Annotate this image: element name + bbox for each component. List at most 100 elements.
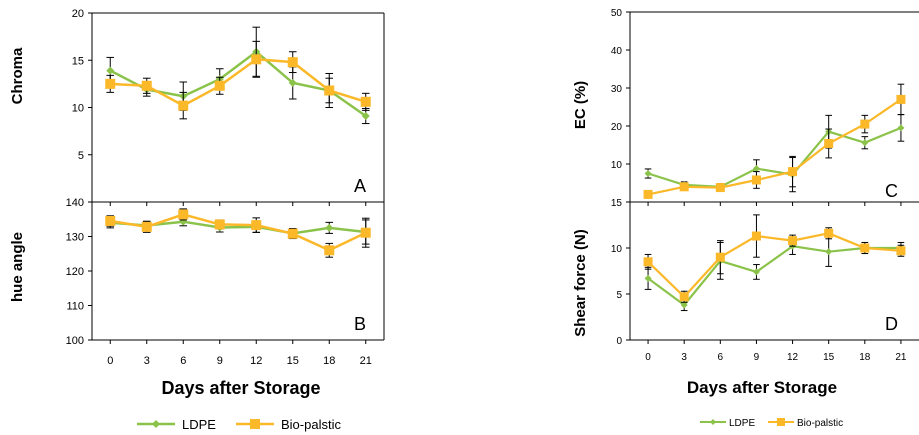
chart-a-bio-point bbox=[141, 80, 152, 91]
panel-label-c: C bbox=[885, 181, 898, 201]
chart-b-bio-point bbox=[178, 209, 189, 220]
chart-a-ytick-label: 10 bbox=[72, 103, 84, 115]
chart-c-bio-point bbox=[824, 138, 834, 148]
chart-b-xtick-label: 12 bbox=[250, 355, 262, 367]
chart-d-xtick-label: 9 bbox=[754, 352, 760, 363]
chart-a-bio-point bbox=[214, 80, 225, 91]
chart-d-ytick-label: 0 bbox=[616, 336, 622, 347]
chart-a-ytick-label: 20 bbox=[72, 8, 84, 20]
chart-d-ldpe-point bbox=[825, 248, 833, 256]
chart-d-bio-line bbox=[647, 232, 901, 299]
chart-c-ldpe-point bbox=[752, 165, 760, 173]
chart-a-ylabel: Chroma bbox=[9, 47, 26, 104]
chart-b-bio-point bbox=[141, 221, 152, 232]
chart-d-xtick-label: 12 bbox=[787, 352, 799, 363]
chart-b-xtick-label: 9 bbox=[217, 355, 223, 367]
chart-b-bio-point bbox=[360, 227, 371, 238]
chart-d-bio-point bbox=[860, 243, 870, 253]
chart-c-ytick-label: 20 bbox=[611, 122, 623, 133]
chart-a-ytick-label: 15 bbox=[72, 55, 84, 67]
chart-c-ldpe-point bbox=[644, 170, 652, 177]
chart-c-ytick-label: 40 bbox=[611, 46, 623, 57]
legend-label-ldpe: LDPE bbox=[729, 418, 755, 429]
chart-b-bio-point bbox=[105, 215, 116, 226]
right-legend: LDPE Bio-palstic bbox=[700, 418, 843, 429]
chart-d-bio-point bbox=[643, 257, 653, 267]
chart-c-bio-point bbox=[788, 167, 798, 177]
chart-b-ytick-label: 100 bbox=[66, 335, 84, 347]
chart-a-bio-point bbox=[251, 54, 262, 65]
chart-c-ylabel: EC (%) bbox=[572, 81, 589, 129]
panel-label-b: B bbox=[354, 314, 366, 334]
chart-d-bio-point bbox=[715, 252, 725, 262]
chart-d-ldpe-point bbox=[680, 301, 688, 309]
chart-a-ytick-label: 5 bbox=[78, 150, 84, 162]
chart-a-bio-point bbox=[360, 96, 371, 107]
chart-a-ldpe-line bbox=[109, 50, 367, 118]
chart-c-ytick-label: 30 bbox=[611, 84, 623, 95]
chart-d-ldpe-point bbox=[644, 274, 652, 282]
diamond-marker-icon bbox=[152, 420, 160, 428]
chart-c-ldpe-point bbox=[897, 124, 905, 132]
chart-d-bio-point bbox=[751, 231, 761, 241]
chart-b-xtick-label: 18 bbox=[323, 355, 335, 367]
chart-c-bio-point bbox=[860, 119, 870, 129]
chart-d-ytick-label: 10 bbox=[611, 244, 623, 255]
chart-c-bio-point bbox=[679, 182, 689, 192]
chart-d-bio-point bbox=[679, 292, 689, 302]
chart-d-bio-point bbox=[824, 228, 834, 238]
left-xlabel: Days after Storage bbox=[161, 378, 320, 398]
chart-b-xtick-label: 0 bbox=[107, 355, 113, 367]
legend-label-ldpe: LDPE bbox=[182, 417, 216, 432]
chart-c-bio-line bbox=[647, 98, 902, 196]
chart-a-bio-line bbox=[110, 58, 367, 108]
chart-d-ytick-label: 5 bbox=[616, 290, 622, 301]
chart-a-bio-point bbox=[287, 57, 298, 68]
chart-b-ytick-label: 120 bbox=[66, 266, 84, 278]
chart-a-ldpe-point bbox=[361, 112, 370, 121]
chart-d-ytick-label: 15 bbox=[611, 198, 623, 209]
chart-c-ldpe-line bbox=[647, 126, 902, 188]
chart-c-ldpe-point bbox=[861, 139, 869, 147]
chart-c-bio-point bbox=[751, 175, 761, 185]
legend-label-bio: Bio-palstic bbox=[797, 418, 843, 429]
chart-b-ytick-label: 110 bbox=[66, 301, 84, 313]
left-legend: LDPE Bio-palstic bbox=[137, 417, 341, 432]
chart-c-ytick-label: 10 bbox=[611, 160, 623, 171]
chart-d-bio-point bbox=[896, 246, 906, 256]
chart-d-bio-point bbox=[788, 236, 798, 246]
chart-a-bio-point bbox=[324, 85, 335, 96]
chart-a-bio-point bbox=[178, 100, 189, 111]
chart-b-xtick-label: 15 bbox=[287, 355, 299, 367]
chart-b-ytick-label: 130 bbox=[66, 232, 84, 244]
chart-d-xtick-label: 6 bbox=[718, 352, 724, 363]
left-legend-bio: Bio-palstic bbox=[236, 417, 341, 432]
panel-label-d: D bbox=[885, 314, 898, 334]
panel-label-a: A bbox=[354, 176, 366, 196]
chart-b-bio-point bbox=[324, 245, 335, 256]
chart-b-xtick-label: 3 bbox=[144, 355, 150, 367]
chart-d-ldpe-line bbox=[647, 245, 901, 307]
legend-label-bio: Bio-palstic bbox=[281, 417, 341, 432]
square-marker-icon bbox=[250, 419, 260, 429]
chart-d-ylabel: Shear force (N) bbox=[572, 229, 589, 337]
chart-a-ldpe-point bbox=[106, 66, 115, 75]
chart-b-bio-point bbox=[287, 228, 298, 239]
chart-b-ylabel: hue angle bbox=[9, 232, 26, 302]
right-xlabel: Days after Storage bbox=[687, 378, 837, 397]
chart-b-ytick-label: 140 bbox=[66, 197, 84, 209]
chart-d-ldpe-point bbox=[752, 268, 760, 276]
right-legend-bio: Bio-palstic bbox=[768, 418, 843, 429]
chart-b-bio-point bbox=[251, 220, 262, 231]
chart-b-ldpe-point bbox=[325, 223, 334, 232]
chart-c-bio-point bbox=[643, 189, 653, 199]
chart-b-bio-point bbox=[214, 219, 225, 230]
chart-d-xtick-label: 15 bbox=[823, 352, 835, 363]
chart-a-bio-point bbox=[105, 78, 116, 89]
chart-c-bio-point bbox=[896, 94, 906, 104]
chart-b-xtick-label: 21 bbox=[360, 355, 372, 367]
chart-d-xtick-label: 18 bbox=[859, 352, 871, 363]
chart-d-xtick-label: 0 bbox=[645, 352, 651, 363]
